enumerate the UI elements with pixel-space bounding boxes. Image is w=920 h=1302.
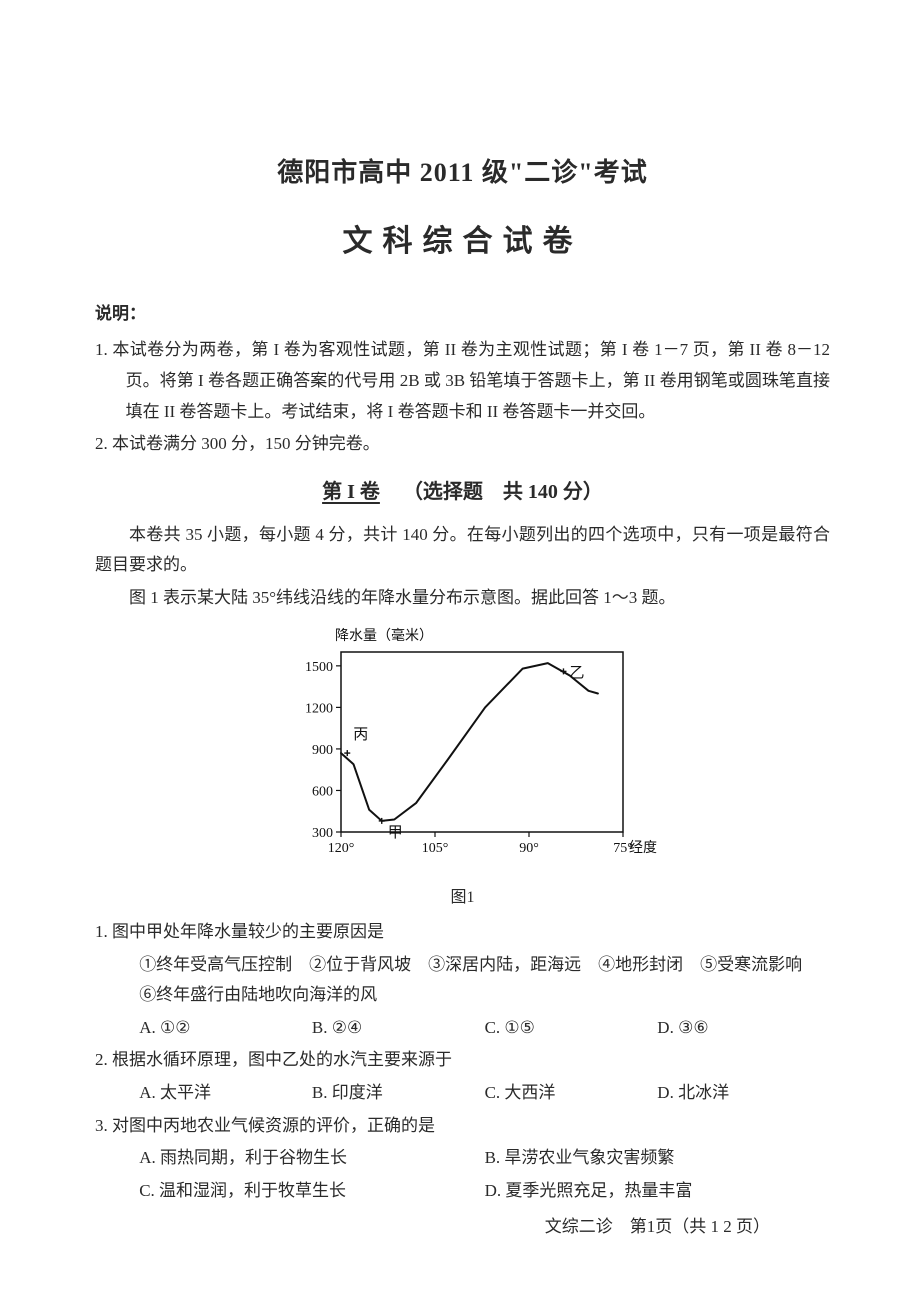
svg-text:90°: 90°: [519, 841, 539, 856]
instructions-label: 说明：: [95, 299, 830, 330]
question-text: 图中甲处年降水量较少的主要原因是: [112, 922, 384, 941]
option-b: B. 旱涝农业气象灾害频繁: [485, 1143, 830, 1174]
svg-text:乙: 乙: [569, 665, 584, 681]
section-intro: 本卷共 35 小题，每小题 4 分，共计 140 分。在每小题列出的四个选项中，…: [95, 520, 830, 581]
instruction-item: 1. 本试卷分为两卷，第 I 卷为客观性试题，第 II 卷为主观性试题；第 I …: [95, 335, 830, 427]
question-text: 对图中丙地农业气候资源的评价，正确的是: [112, 1116, 435, 1135]
question-3-options-row1: A. 雨热同期，利于谷物生长 B. 旱涝农业气象灾害频繁: [95, 1143, 830, 1174]
option-b: B. 印度洋: [312, 1078, 485, 1109]
figure-caption: 图1: [263, 884, 663, 913]
question-3-options-row2: C. 温和湿润，利于牧草生长 D. 夏季光照充足，热量丰富: [95, 1176, 830, 1207]
option-b: B. ②④: [312, 1013, 485, 1044]
svg-text:900: 900: [312, 742, 333, 757]
option-d: D. 北冰洋: [657, 1078, 830, 1109]
question-1: 1. 图中甲处年降水量较少的主要原因是: [95, 917, 830, 948]
svg-text:降水量（毫米）: 降水量（毫米）: [335, 627, 433, 644]
option-d: D. ③⑥: [657, 1013, 830, 1044]
svg-text:经度: 经度: [629, 840, 657, 856]
option-a: A. 太平洋: [139, 1078, 312, 1109]
option-a: A. ①②: [139, 1013, 312, 1044]
page-footer: 文综二诊 第1页（共 1 2 页）: [95, 1212, 830, 1243]
question-1-options: A. ①② B. ②④ C. ①⑤ D. ③⑥: [95, 1013, 830, 1044]
svg-text:300: 300: [312, 826, 333, 841]
svg-text:120°: 120°: [327, 841, 354, 856]
exam-header-line1: 德阳市高中 2011 级"二诊"考试: [95, 150, 830, 197]
question-3: 3. 对图中丙地农业气候资源的评价，正确的是: [95, 1111, 830, 1142]
figure-1-chart: 降水量（毫米）30060090012001500120°105°90°75°经度…: [263, 622, 663, 913]
question-text: 根据水循环原理，图中乙处的水汽主要来源于: [112, 1050, 452, 1069]
svg-text:1200: 1200: [305, 701, 333, 716]
question-number: 2.: [95, 1050, 108, 1069]
section-subtitle: （选择题 共 140 分）: [403, 481, 603, 503]
svg-text:600: 600: [312, 784, 333, 799]
instruction-item: 2. 本试卷满分 300 分，150 分钟完卷。: [95, 429, 830, 460]
option-a: A. 雨热同期，利于谷物生长: [139, 1143, 484, 1174]
svg-text:甲: 甲: [387, 824, 402, 840]
question-number: 3.: [95, 1116, 108, 1135]
question-1-statements: ①终年受高气压控制 ②位于背风坡 ③深居内陆，距海远 ④地形封闭 ⑤受寒流影响 …: [95, 950, 830, 1011]
svg-text:丙: 丙: [353, 727, 368, 743]
svg-text:1500: 1500: [305, 659, 333, 674]
precipitation-line-chart: 降水量（毫米）30060090012001500120°105°90°75°经度…: [263, 622, 663, 872]
option-c: C. 大西洋: [485, 1078, 658, 1109]
option-c: C. ①⑤: [485, 1013, 658, 1044]
question-2: 2. 根据水循环原理，图中乙处的水汽主要来源于: [95, 1045, 830, 1076]
exam-header-line2: 文科综合试卷: [95, 215, 830, 269]
section-number: 第 I 卷: [322, 481, 380, 503]
option-c: C. 温和湿润，利于牧草生长: [139, 1176, 484, 1207]
option-d: D. 夏季光照充足，热量丰富: [485, 1176, 830, 1207]
question-2-options: A. 太平洋 B. 印度洋 C. 大西洋 D. 北冰洋: [95, 1078, 830, 1109]
question-group-stem: 图 1 表示某大陆 35°纬线沿线的年降水量分布示意图。据此回答 1～3 题。: [95, 583, 830, 614]
svg-text:105°: 105°: [421, 841, 448, 856]
question-number: 1.: [95, 922, 108, 941]
section-title: 第 I 卷 （选择题 共 140 分）: [95, 474, 830, 510]
